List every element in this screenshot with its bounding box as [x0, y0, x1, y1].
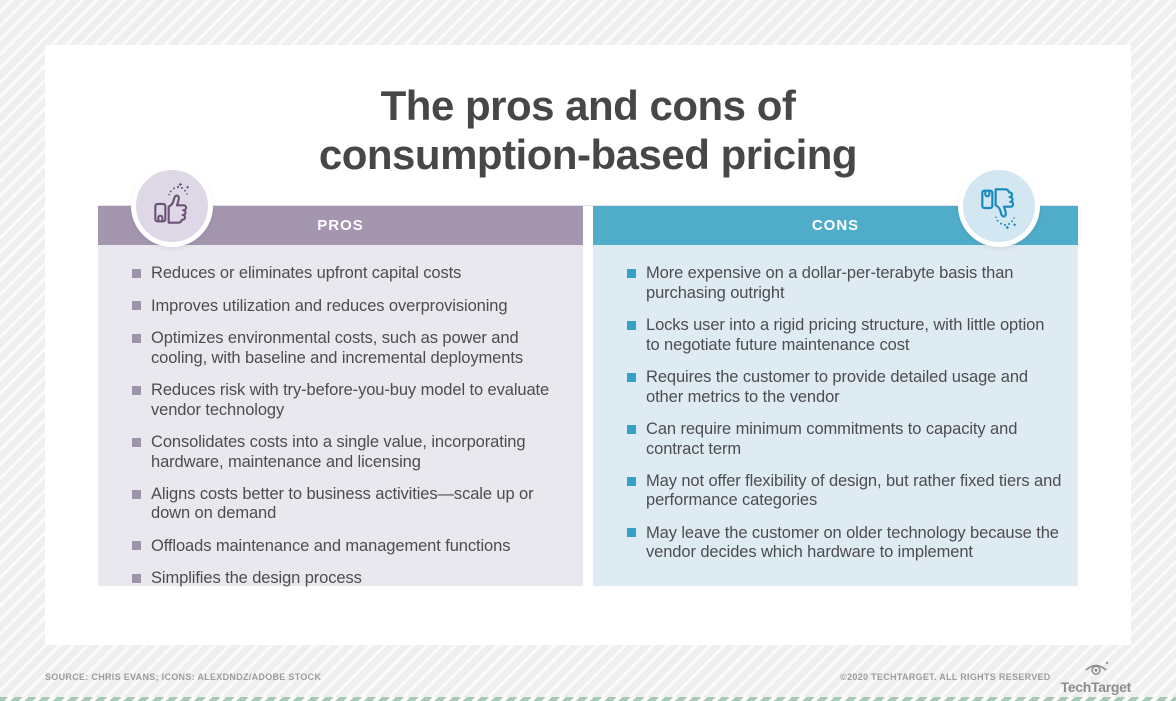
cons-list-item: Can require minimum commitments to capac… [627, 420, 1062, 459]
cons-list-item: May not offer flexibility of design, but… [627, 472, 1062, 511]
pros-list-item: Consolidates costs into a single value, … [132, 433, 567, 472]
pros-list-item: Simplifies the design process [132, 569, 567, 588]
footer: SOURCE: CHRIS EVANS; ICONS: ALEXDNDZ/ADO… [45, 660, 1131, 694]
title-line-2: consumption-based pricing [318, 131, 858, 179]
techtarget-logo: TechTarget [1061, 660, 1131, 694]
pros-badge [131, 165, 213, 248]
cons-column: CONS [593, 165, 1078, 587]
pros-cons-columns: PROS [98, 165, 1078, 589]
pros-panel: Reduces or eliminates upfront capital co… [98, 245, 583, 589]
thumbs-up-icon [148, 182, 196, 230]
cons-list-item: May leave the customer on older technolo… [627, 524, 1062, 563]
infographic-card: The pros and cons of consumption-based p… [45, 45, 1131, 645]
title-line-1: The pros and cons of [380, 82, 796, 129]
page-title: The pros and cons of consumption-based p… [85, 81, 1091, 179]
brand-name: TechTarget [1060, 679, 1132, 695]
techtarget-eye-icon [1081, 660, 1111, 681]
source-credit: SOURCE: CHRIS EVANS; ICONS: ALEXDNDZ/ADO… [45, 672, 322, 682]
cons-header-label: CONS [811, 217, 860, 235]
pros-list-item: Optimizes environmental costs, such as p… [132, 329, 567, 368]
pros-list-item: Reduces risk with try-before-you-buy mod… [132, 381, 567, 420]
cons-badge [958, 165, 1040, 248]
pros-list-item: Offloads maintenance and management func… [132, 537, 567, 556]
pros-list: Reduces or eliminates upfront capital co… [132, 264, 567, 589]
cons-list-item: Requires the customer to provide detaile… [627, 368, 1062, 407]
pros-header-label: PROS [317, 217, 364, 235]
bottom-accent-band [0, 697, 1176, 701]
pros-column: PROS [98, 165, 583, 589]
cons-list-item: More expensive on a dollar-per-terabyte … [627, 264, 1062, 303]
cons-panel: More expensive on a dollar-per-terabyte … [593, 245, 1078, 587]
cons-header-bar: CONS [593, 165, 1078, 248]
pros-list-item: Aligns costs better to business activiti… [132, 485, 567, 524]
thumbs-down-icon [975, 182, 1023, 230]
copyright-notice: ©2020 TECHTARGET. ALL RIGHTS RESERVED [840, 672, 1051, 682]
pros-header-bar: PROS [98, 165, 583, 248]
pros-list-item: Improves utilization and reduces overpro… [132, 297, 567, 316]
cons-list: More expensive on a dollar-per-terabyte … [627, 264, 1062, 563]
cons-list-item: Locks user into a rigid pricing structur… [627, 316, 1062, 355]
pros-list-item: Reduces or eliminates upfront capital co… [132, 264, 567, 283]
